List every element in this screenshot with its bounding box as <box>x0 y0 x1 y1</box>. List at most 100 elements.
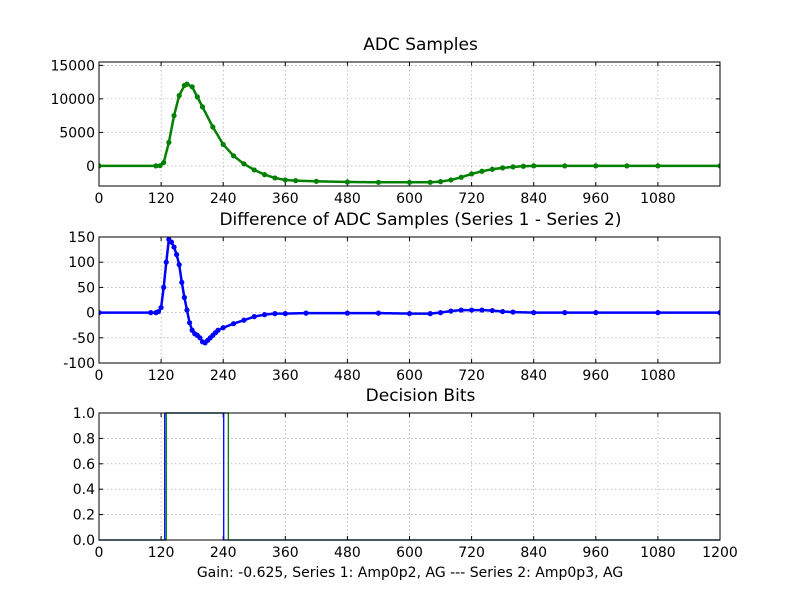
y-tick-label: 1.0 <box>73 406 95 422</box>
data-point <box>293 178 299 184</box>
data-point <box>593 310 599 316</box>
x-tick-label: 960 <box>582 545 609 561</box>
data-point <box>153 163 159 169</box>
x-tick-label: 360 <box>272 191 299 207</box>
data-point <box>469 307 475 313</box>
data-point <box>158 304 164 311</box>
data-point <box>189 84 195 90</box>
data-point <box>161 159 167 166</box>
data-point <box>717 310 720 316</box>
x-tick-label: 0 <box>95 368 104 384</box>
data-point <box>220 141 226 148</box>
data-point <box>161 284 167 290</box>
data-point <box>520 163 526 169</box>
chart-panel-2: 0 120 240 360 480 600 720 840 960 1080 -100 -50 0 50 1… <box>63 210 721 384</box>
data-point <box>215 327 221 333</box>
data-point <box>262 312 268 318</box>
data-point <box>427 179 433 185</box>
x-tick-label: 840 <box>520 191 547 207</box>
y-tick-label: 15000 <box>50 58 95 74</box>
data-point <box>282 177 288 183</box>
data-point <box>272 175 278 181</box>
x-tick-label: 240 <box>210 191 237 207</box>
x-tick-label: 480 <box>334 368 361 384</box>
y-tick-label: 150 <box>68 230 95 246</box>
data-point <box>163 259 169 265</box>
y-tick-label: 50 <box>77 280 95 296</box>
x-tick-label: 600 <box>396 545 423 561</box>
chart-panel-3: 0 120 240 360 480 600 720 840 960 1080 1200 0.0 0.2 0… <box>73 386 738 561</box>
data-point <box>562 163 568 169</box>
x-tick-label: 1080 <box>640 545 676 561</box>
x-tick-label: 360 <box>272 368 299 384</box>
data-point <box>186 320 193 326</box>
data-point <box>427 311 433 317</box>
data-point <box>174 252 180 258</box>
data-point <box>262 172 268 178</box>
data-point <box>500 308 506 315</box>
x-tick-label: 240 <box>210 368 237 384</box>
series-group <box>99 81 720 185</box>
data-point <box>500 165 506 171</box>
x-tick-label: 0 <box>95 191 104 207</box>
x-tick-label: 360 <box>272 545 299 561</box>
data-point <box>448 177 454 183</box>
x-tick-label: 120 <box>148 368 175 384</box>
data-point <box>531 163 537 169</box>
data-point <box>230 321 237 327</box>
y-tick-label: 5000 <box>59 125 95 141</box>
series-group <box>99 236 720 346</box>
data-point <box>448 308 454 314</box>
x-tick-label: 0 <box>95 545 104 561</box>
data-point <box>168 239 175 245</box>
figure-caption: Gain: -0.625, Series 1: Amp0p2, AG --- S… <box>197 565 623 581</box>
data-point <box>479 168 485 174</box>
y-tick-label: -50 <box>72 331 95 347</box>
x-tick-label: 120 <box>148 191 175 207</box>
x-tick-label: 480 <box>334 545 361 561</box>
data-point <box>655 163 661 169</box>
data-point <box>184 307 190 313</box>
data-point <box>458 307 464 313</box>
chart-title: Decision Bits <box>366 386 476 406</box>
data-point <box>717 163 720 169</box>
data-point <box>510 164 516 170</box>
data-point <box>562 310 568 316</box>
x-tick-label: 480 <box>334 191 361 207</box>
y-tick-label: -100 <box>63 356 95 372</box>
chart-title: ADC Samples <box>363 35 478 55</box>
series-line <box>99 236 720 345</box>
x-tick-label: 1200 <box>702 545 738 561</box>
data-point <box>344 310 350 316</box>
plot-frame <box>98 412 721 541</box>
x-tick-label: 960 <box>582 368 609 384</box>
data-point <box>313 178 319 184</box>
x-tick-label: 600 <box>396 368 423 384</box>
data-point <box>171 113 177 119</box>
data-point <box>272 311 278 317</box>
data-point <box>241 317 247 323</box>
data-point <box>184 81 190 87</box>
x-tick-label: 240 <box>210 545 237 561</box>
y-tick-label: 0.4 <box>73 482 95 498</box>
data-point <box>179 279 185 285</box>
data-point <box>241 161 247 167</box>
data-point <box>344 179 350 185</box>
data-point <box>437 179 444 185</box>
chart-title: Difference of ADC Samples (Series 1 - Se… <box>219 210 621 230</box>
data-point <box>181 294 187 301</box>
y-tick-label: 0.8 <box>73 431 95 447</box>
series-line <box>99 412 720 541</box>
data-point <box>230 153 237 159</box>
data-point <box>220 325 226 331</box>
data-point <box>282 311 288 317</box>
data-point <box>166 139 172 146</box>
y-tick-label: 0.0 <box>73 533 95 549</box>
y-tick-label: 0.6 <box>73 457 95 473</box>
data-point <box>406 311 413 317</box>
plot-frame <box>98 61 721 187</box>
data-point <box>406 179 413 185</box>
y-tick-label: 0.2 <box>73 508 95 524</box>
data-point <box>194 94 200 100</box>
